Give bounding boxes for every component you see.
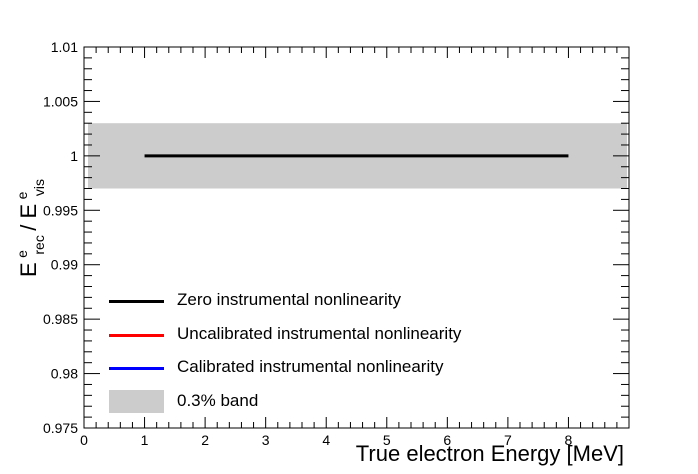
y-tick-label-1-01: 1.01 [51,39,78,55]
legend-label-uncalibrated: Uncalibrated instrumental nonlinearity [177,323,462,343]
y-tick-label-0-975: 0.975 [43,420,78,436]
axis-ticks [83,46,629,429]
legend-item-calibrated: Calibrated instrumental nonlinearity [105,355,525,389]
x-tick-label-3: 3 [262,432,270,448]
y-tick-label-0-99: 0.99 [51,257,78,273]
legend-label-zero: Zero instrumental nonlinearity [177,290,401,309]
y-tick-labels: 0.975 0.98 0.985 0.99 0.995 1 1.005 1.01 [43,39,78,436]
x-tick-label-8: 8 [565,432,573,448]
legend-swatch-calibrated [109,367,164,370]
legend-item-uncalibrated: Uncalibrated instrumental nonlinearity [105,322,525,356]
legend-swatch-band [109,389,164,413]
x-tick-label-5: 5 [383,432,391,448]
y-tick-label-0-985: 0.985 [43,311,78,327]
x-tick-labels: 0 1 2 3 4 5 6 7 8 [80,432,572,448]
legend: Zero instrumental nonlinearity Uncalibra… [105,288,525,422]
x-tick-label-7: 7 [504,432,512,448]
legend-item-band: 0.3% band [105,389,525,423]
y-tick-label-0-98: 0.98 [51,366,78,382]
y-axis-label: E e rec / E e vis [14,179,48,277]
x-tick-label-2: 2 [201,432,209,448]
x-tick-label-4: 4 [322,432,330,448]
svg-text:E e rec / E: E e rec / E e vis [14,179,48,277]
legend-label-band: 0.3% band [177,390,259,410]
x-tick-label-6: 6 [443,432,451,448]
plot-frame [83,46,630,429]
y-tick-label-1: 1 [70,148,78,164]
x-tick-label-1: 1 [141,432,149,448]
legend-item-zero: Zero instrumental nonlinearity [105,288,525,322]
legend-swatch-uncalibrated [109,333,164,337]
y-tick-label-1-005: 1.005 [43,93,78,109]
y-tick-label-0-995: 0.995 [43,202,78,218]
x-axis-label: True electron Energy [MeV] [356,441,624,466]
legend-label-calibrated: Calibrated instrumental nonlinearity [177,357,444,376]
legend-swatch-zero [109,300,164,303]
x-tick-label-0: 0 [80,432,88,448]
